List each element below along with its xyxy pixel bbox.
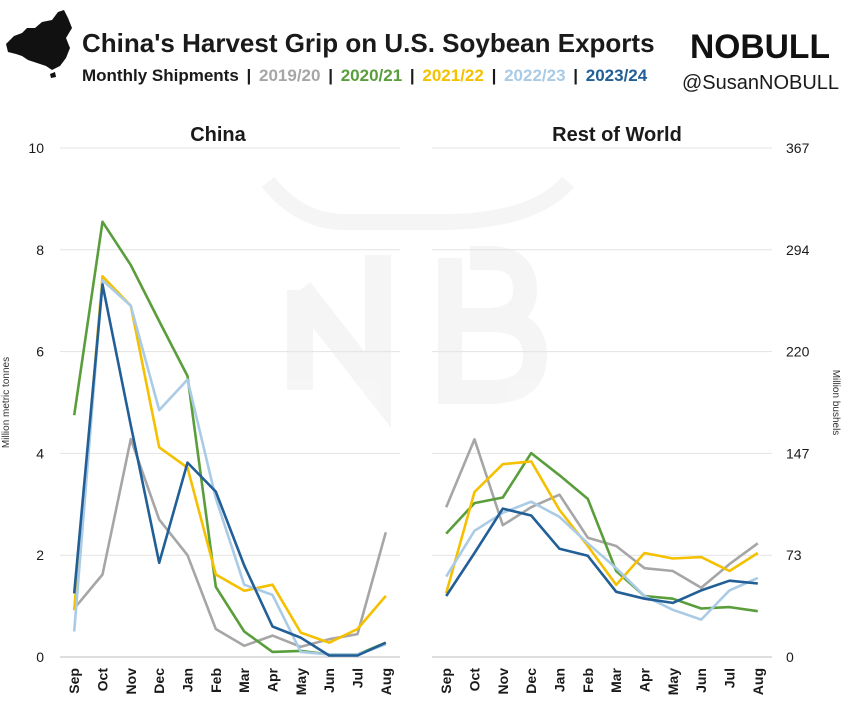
rest-of-world-y-tick-label: 367 xyxy=(786,140,810,156)
rest-of-world-x-tick-label: Jul xyxy=(722,668,738,688)
china-map-icon xyxy=(6,10,72,78)
china-x-tick-label: Apr xyxy=(265,667,281,692)
chart-subtitle: Monthly Shipments | 2019/20 | 2020/21 | … xyxy=(82,66,648,85)
rest-of-world-x-tick-label: Oct xyxy=(467,668,483,692)
rest-of-world-y-tick-label: 0 xyxy=(786,649,794,665)
legend-2023-24: 2023/24 xyxy=(586,66,648,85)
rest-of-world-series-2019-20 xyxy=(445,438,759,589)
rest-of-world-x-tick-label: Nov xyxy=(495,668,511,695)
subtitle-prefix: Monthly Shipments xyxy=(82,66,239,85)
china-x-tick-label: Feb xyxy=(208,668,224,693)
china-x-tick-label: Jun xyxy=(321,668,337,693)
china-y-tick-label: 2 xyxy=(36,547,44,563)
legend-2021-22: 2021/22 xyxy=(422,66,483,85)
subtitle-separator: | xyxy=(492,66,497,85)
subtitle-separator: | xyxy=(328,66,333,85)
rest-of-world-y-tick-label: 147 xyxy=(786,445,810,461)
rest-of-world-series-2021-22 xyxy=(444,460,759,594)
rest-of-world-x-tick-label: Jun xyxy=(693,668,709,693)
china-series-2023-24 xyxy=(72,283,387,657)
rest-of-world-series-2020-21 xyxy=(445,451,758,613)
rest-of-world-x-tick-label: Dec xyxy=(523,668,539,694)
brand-logo: NOBULL xyxy=(690,28,830,66)
rest-of-world-x-tick-label: Feb xyxy=(580,668,596,693)
china-y-tick-label: 8 xyxy=(36,242,44,258)
twitter-handle: @SusanNOBULL xyxy=(682,72,839,94)
china-x-tick-label: Mar xyxy=(236,667,252,692)
china-panel-title: China xyxy=(190,124,246,146)
chart-title: China's Harvest Grip on U.S. Soybean Exp… xyxy=(82,28,655,58)
subtitle-separator: | xyxy=(247,66,252,85)
legend-2022-23: 2022/23 xyxy=(504,66,565,85)
china-x-tick-label: Oct xyxy=(95,668,111,692)
china-x-tick-label: Aug xyxy=(378,668,394,695)
legend-2020-21: 2020/21 xyxy=(341,66,402,85)
rest-of-world-x-tick-label: Aug xyxy=(750,668,766,695)
legend-2019-20: 2019/20 xyxy=(259,66,320,85)
china-series-2020-21 xyxy=(72,220,387,656)
china-x-tick-label: Jul xyxy=(350,668,366,688)
rest-of-world-y-axis-label: Million bushels xyxy=(830,370,841,436)
rest-of-world-y-tick-label: 73 xyxy=(786,547,802,563)
subtitle-separator: | xyxy=(410,66,415,85)
subtitle-separator: | xyxy=(573,66,578,85)
rest-of-world-x-tick-label: Sep xyxy=(438,668,454,694)
china-x-tick-label: Dec xyxy=(151,668,167,694)
rest-of-world-y-tick-label: 220 xyxy=(786,344,810,360)
china-y-tick-label: 4 xyxy=(36,445,44,461)
nb-watermark xyxy=(261,176,575,428)
rest-of-world-x-tick-label: May xyxy=(665,668,681,695)
china-x-tick-label: Sep xyxy=(66,668,82,694)
china-x-tick-label: Nov xyxy=(123,668,139,695)
china-x-tick-label: Jan xyxy=(180,668,196,692)
panel-rest-of-world: Rest of World 0 73 147 220 294 367 Sep Oct Nov Dec… xyxy=(432,124,841,695)
rest-of-world-x-tick-label: Apr xyxy=(637,667,653,692)
china-y-tick-label: 0 xyxy=(36,649,44,665)
china-y-tick-label: 6 xyxy=(36,344,44,360)
panel-china: China 0 2 4 6 8 10 Sep Oct Nov Dec Jan Feb Mar Apr May J… xyxy=(1,124,400,695)
rest-of-world-panel-title: Rest of World xyxy=(552,124,682,146)
rest-of-world-x-tick-label: Jan xyxy=(552,668,568,692)
china-y-axis-label: Million metric tonnes xyxy=(1,357,12,448)
china-y-tick-label: 10 xyxy=(28,140,44,156)
rest-of-world-series-2023-24 xyxy=(445,507,758,605)
china-series-2019-20 xyxy=(73,437,388,649)
china-x-tick-label: May xyxy=(293,668,309,695)
rest-of-world-x-tick-label: Mar xyxy=(608,667,624,692)
rest-of-world-y-tick-label: 294 xyxy=(786,242,810,258)
